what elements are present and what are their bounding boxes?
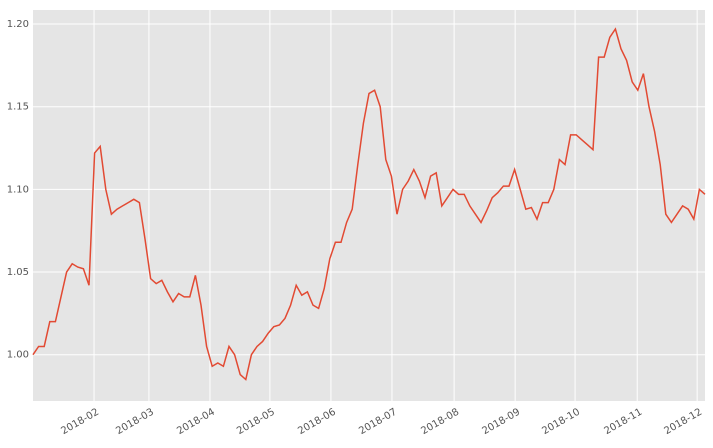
y-tick-label: 1.00 <box>7 350 29 361</box>
x-tick-label: 2018-11 <box>603 407 645 437</box>
x-tick-label: 2018-09 <box>480 407 522 437</box>
x-tick-label: 2018-05 <box>235 407 277 437</box>
y-tick-label: 1.10 <box>7 184 29 195</box>
x-tick-label: 2018-02 <box>59 407 101 437</box>
x-tick-label: 2018-12 <box>662 407 704 437</box>
data-line <box>32 27 706 381</box>
plot-area <box>33 10 705 401</box>
x-tick-label: 2018-03 <box>114 407 156 437</box>
x-tick-label: 2018-06 <box>296 407 338 437</box>
x-tick-label: 2018-07 <box>357 407 399 437</box>
y-tick-label: 1.20 <box>7 19 29 30</box>
y-tick-label: 1.15 <box>7 102 29 113</box>
y-tick-label: 1.05 <box>7 267 29 278</box>
x-tick-label: 2018-08 <box>419 407 461 437</box>
x-tick-label: 2018-04 <box>175 407 217 437</box>
x-tick-label: 2018-10 <box>540 407 582 437</box>
